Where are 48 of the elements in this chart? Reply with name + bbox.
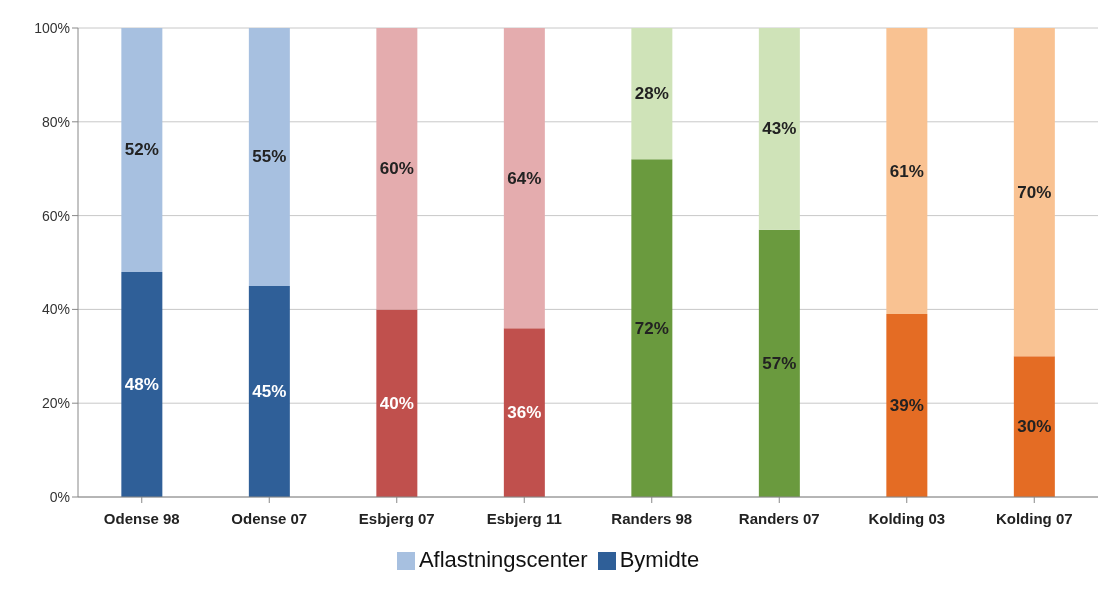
bar — [121, 271, 163, 497]
bar — [1013, 356, 1055, 497]
x-tick-label: Odense 07 — [231, 509, 308, 527]
y-tick-label: 0% — [49, 488, 70, 505]
data-label: 30% — [1017, 417, 1052, 437]
x-tick-label: Kolding 03 — [868, 509, 946, 527]
data-label: 28% — [634, 84, 669, 104]
bar — [886, 314, 928, 497]
y-tick-label: 20% — [41, 395, 70, 412]
data-label: 48% — [124, 374, 159, 394]
data-label: 57% — [762, 353, 797, 373]
x-tick-label: Odense 98 — [103, 509, 180, 527]
bar — [631, 28, 673, 160]
bar — [758, 229, 800, 497]
bar — [631, 159, 673, 497]
bar — [248, 28, 290, 286]
x-tick-label: Randers 07 — [738, 509, 820, 527]
data-label: 52% — [124, 140, 159, 160]
bar — [503, 28, 545, 329]
data-label: 43% — [762, 119, 797, 139]
bar — [886, 28, 928, 315]
x-tick-label: Esbjerg 07 — [358, 509, 435, 527]
y-tick-label: 40% — [41, 301, 70, 318]
y-tick-label: 60% — [41, 207, 70, 224]
data-label: 39% — [889, 396, 924, 416]
bar — [1013, 28, 1055, 357]
bar — [376, 28, 418, 310]
y-tick-label: 100% — [34, 19, 70, 36]
bar — [758, 28, 800, 230]
data-label: 45% — [252, 381, 287, 401]
y-tick-label: 80% — [41, 113, 70, 130]
data-label: 60% — [379, 159, 414, 179]
data-label: 55% — [252, 147, 287, 167]
x-tick-label: Kolding 07 — [995, 509, 1073, 527]
data-label: 64% — [507, 168, 542, 188]
bar — [376, 309, 418, 497]
bar — [248, 285, 290, 497]
x-tick-label: Randers 98 — [611, 509, 693, 527]
legend-label: Bymidte — [619, 547, 700, 572]
data-label: 40% — [379, 393, 414, 413]
data-label: 61% — [889, 161, 924, 181]
bar — [503, 328, 545, 497]
x-tick-label: Esbjerg 11 — [486, 509, 562, 527]
legend-label: Aflastningscenter — [418, 547, 588, 572]
data-label: 36% — [507, 403, 542, 423]
data-label: 72% — [634, 318, 669, 338]
data-label: 70% — [1017, 182, 1052, 202]
bar — [121, 28, 163, 272]
